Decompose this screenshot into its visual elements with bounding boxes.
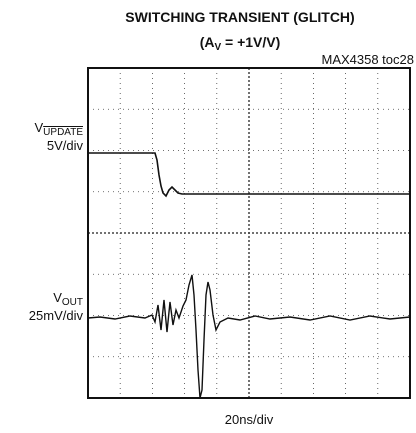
subtitle: (AV = +1V/V) [200,34,281,53]
channel-scale: 5V/div [47,138,84,153]
channel-name: V [53,290,62,305]
screen-frame [87,67,411,399]
update-trace [88,152,410,198]
subtitle-sub: V [214,42,221,53]
subtitle-prefix: (A [200,34,215,50]
channel-label: VOUT [53,290,83,308]
time-scale: 20ns/div [225,412,274,427]
out-trace [87,274,411,399]
subtitle-suffix: = +1V/V) [221,34,280,50]
figure-id: MAX4358 toc28 [321,52,414,67]
channel-name: V [35,120,44,135]
graticule [88,68,410,398]
channel-label: VUPDATE [35,120,84,138]
channel-sub: OUT [62,297,83,308]
channel-sub: UPDATE [43,127,83,138]
title: SWITCHING TRANSIENT (GLITCH) [125,9,354,25]
channel-scale: 25mV/div [29,308,84,323]
